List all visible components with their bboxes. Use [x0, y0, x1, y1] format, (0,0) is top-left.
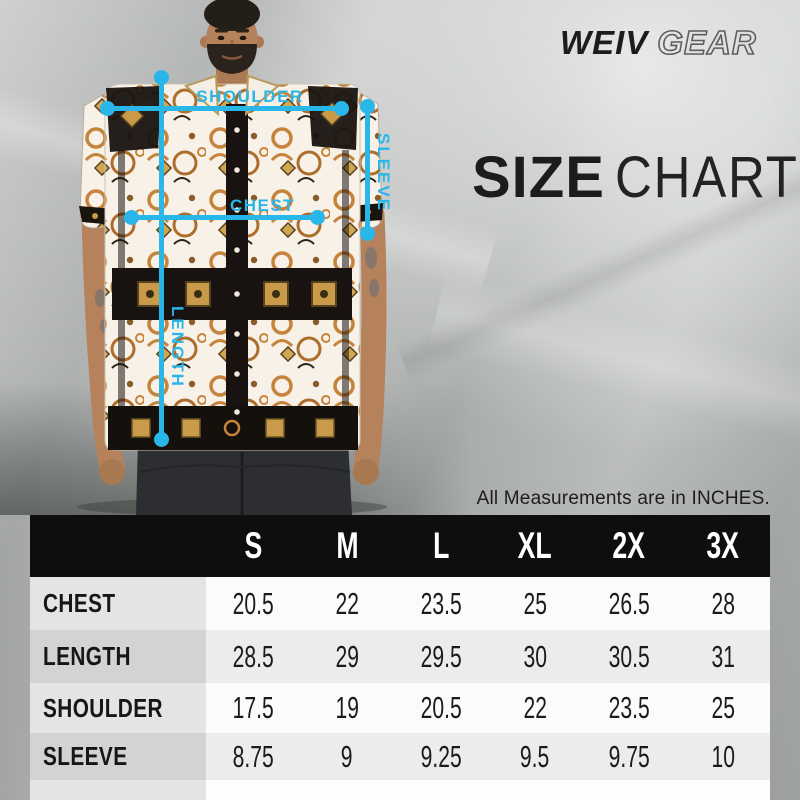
gold-squares — [137, 281, 337, 307]
chest-measure-label: CHEST — [229, 196, 296, 215]
jeans — [136, 440, 352, 515]
cell-sleeve-m: 9 — [300, 733, 394, 780]
cell-chest-m: 22 — [300, 577, 394, 630]
collar-left — [184, 74, 220, 117]
chest-measure-line — [130, 215, 320, 220]
column-header-m: M — [300, 515, 394, 577]
column-header-2x: 2X — [582, 515, 676, 577]
brand-logo-solid: WEIV — [560, 24, 649, 61]
size-chart-table: S M L XL 2X 3X CHEST 20.5 22 23.5 25 26.… — [30, 515, 770, 800]
measure-dot — [100, 101, 115, 116]
measure-dot — [334, 101, 349, 116]
baroque-shirt — [79, 74, 383, 451]
page-title-bold: SIZE — [472, 145, 605, 210]
row-label-sleeve: SLEEVE — [30, 733, 206, 780]
sleeve-measure-line — [365, 106, 370, 233]
units-note: All Measurements are in INCHES. — [476, 488, 770, 509]
hair — [204, 0, 260, 31]
length-measure-line — [159, 77, 164, 440]
shoulder-measure-label: SHOULDER — [196, 87, 304, 106]
measure-dot — [360, 226, 375, 241]
column-header-l: L — [394, 515, 488, 577]
length-measure-label: LENGTH — [168, 306, 187, 388]
head — [200, 0, 264, 74]
page-title-light: CHART — [614, 145, 799, 210]
page-title: SIZE CHART — [472, 144, 800, 211]
cell-shoulder-s: 17.5 — [206, 683, 300, 733]
measure-dot — [154, 70, 169, 85]
cell-sleeve-xl: 9.5 — [488, 733, 582, 780]
cell-length-l: 29.5 — [394, 630, 488, 683]
cell-length-3x: 31 — [676, 630, 770, 683]
cell-chest-s: 20.5 — [206, 577, 300, 630]
cell-length-xl: 30 — [488, 630, 582, 683]
right-hand — [353, 459, 379, 485]
measure-dot — [360, 99, 375, 114]
table-footer-label-cell — [30, 780, 206, 800]
row-label-shoulder: SHOULDER — [30, 683, 206, 733]
brand-logo: WEIV GEAR — [560, 23, 757, 62]
model-photo — [77, 0, 387, 515]
row-label-length: LENGTH — [30, 630, 206, 683]
cell-chest-l: 23.5 — [394, 577, 488, 630]
cell-shoulder-2x: 23.5 — [582, 683, 676, 733]
cell-shoulder-m: 19 — [300, 683, 394, 733]
cell-sleeve-l: 9.25 — [394, 733, 488, 780]
brand-logo-outline: GEAR — [657, 23, 757, 62]
left-hand — [99, 459, 125, 485]
cell-length-m: 29 — [300, 630, 394, 683]
cell-chest-xl: 25 — [488, 577, 582, 630]
column-header-s: S — [206, 515, 300, 577]
cell-shoulder-3x: 25 — [676, 683, 770, 733]
cell-shoulder-xl: 22 — [488, 683, 582, 733]
cell-sleeve-3x: 10 — [676, 733, 770, 780]
column-header-xl: XL — [488, 515, 582, 577]
cell-length-s: 28.5 — [206, 630, 300, 683]
collar-right — [244, 74, 280, 117]
cell-chest-2x: 26.5 — [582, 577, 676, 630]
cell-chest-3x: 28 — [676, 577, 770, 630]
measure-dot — [124, 210, 139, 225]
cell-length-2x: 30.5 — [582, 630, 676, 683]
shoulder-measure-line — [105, 106, 343, 111]
row-label-chest: CHEST — [30, 577, 206, 630]
header-corner-cell — [30, 515, 206, 577]
table-footer-cell — [206, 780, 770, 800]
cell-shoulder-l: 20.5 — [394, 683, 488, 733]
buttons — [234, 127, 240, 415]
column-header-3x: 3X — [676, 515, 770, 577]
measure-dot — [154, 432, 169, 447]
marble-streak — [427, 270, 800, 470]
cell-sleeve-2x: 9.75 — [582, 733, 676, 780]
sleeve-measure-label: SLEEVE — [374, 133, 393, 213]
cell-sleeve-s: 8.75 — [206, 733, 300, 780]
measure-dot — [310, 210, 325, 225]
hem-gold-squares — [131, 418, 335, 438]
